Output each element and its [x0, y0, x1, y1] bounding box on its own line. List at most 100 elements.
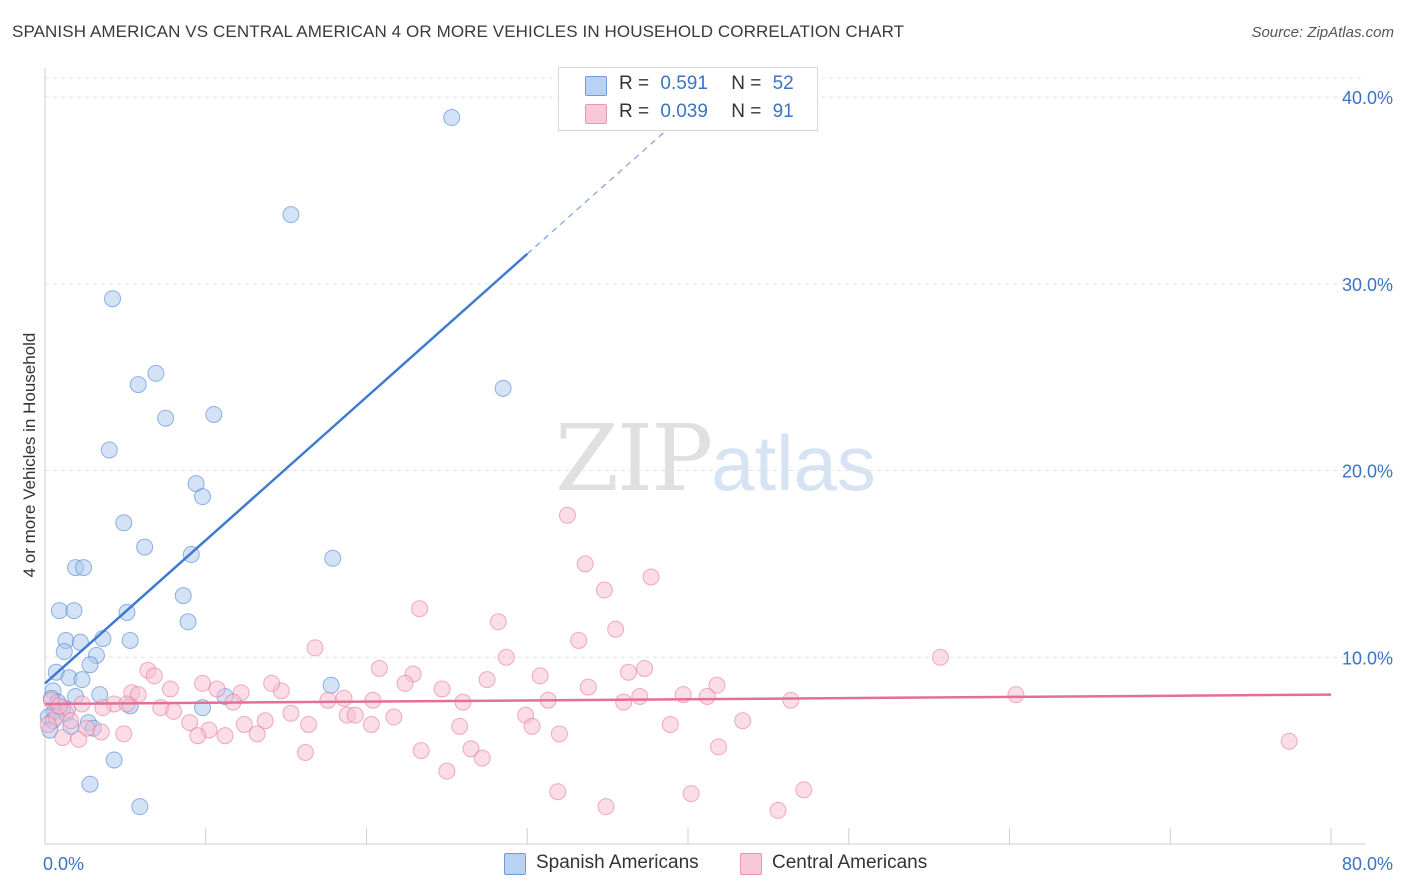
central-americans-point: [579, 678, 597, 696]
legend-swatch-blue: [585, 76, 607, 96]
spanish-americans-trend-extension: [526, 132, 665, 255]
central-americans-point: [208, 680, 226, 698]
central-americans-point: [216, 727, 234, 745]
spanish-americans-point: [129, 376, 147, 394]
central-americans-point: [165, 702, 183, 720]
central-americans-point: [54, 729, 72, 747]
watermark: ZIPatlas: [555, 405, 876, 512]
spanish-americans-trend-line: [44, 252, 529, 685]
watermark-zip: ZIP: [555, 405, 713, 512]
central-americans-point: [682, 785, 700, 803]
spanish-americans-point: [324, 549, 342, 567]
central-americans-point: [782, 691, 800, 709]
central-americans-point: [549, 783, 567, 801]
central-americans-point: [473, 749, 491, 767]
chart-title: SPANISH AMERICAN VS CENTRAL AMERICAN 4 O…: [12, 22, 905, 41]
central-americans-point: [194, 674, 212, 692]
central-americans-point: [385, 708, 403, 726]
central-americans-point: [631, 687, 649, 705]
central-americans-point: [550, 725, 568, 743]
central-americans-point: [282, 704, 300, 722]
legend-r-label: R =: [619, 73, 650, 94]
trend-lines: [44, 132, 1332, 706]
spanish-americans-point: [75, 559, 93, 577]
central-americans-point: [478, 671, 496, 689]
spanish-americans-point: [100, 441, 118, 459]
central-americans-point: [595, 581, 613, 599]
central-americans-point: [523, 717, 541, 735]
spanish-americans-point: [322, 676, 340, 694]
spanish-americans-point: [81, 656, 99, 674]
spanish-americans-point: [131, 798, 149, 816]
spanish-americans-point: [105, 751, 123, 769]
spanish-americans-point: [494, 379, 512, 397]
central-americans-point: [94, 699, 112, 717]
central-americans-point: [451, 717, 469, 735]
central-americans-point: [263, 674, 281, 692]
central-americans-point: [607, 620, 625, 638]
central-americans-point: [531, 667, 549, 685]
bottom-legend-label: Spanish Americans: [536, 852, 699, 873]
spanish-americans-point: [157, 409, 175, 427]
central-americans-point: [39, 715, 57, 733]
spanish-americans-point: [282, 206, 300, 224]
spanish-americans-point: [65, 602, 83, 620]
central-americans-point: [70, 730, 88, 748]
central-americans-point: [248, 725, 266, 743]
bottom-legend-swatch-pink: [740, 853, 762, 875]
central-americans-point: [115, 725, 133, 743]
central-americans-point: [161, 680, 179, 698]
central-americans-point: [92, 723, 110, 741]
central-americans-point: [335, 689, 353, 707]
y-tick-label: 40.0%: [1342, 88, 1393, 108]
spanish-americans-point: [443, 109, 461, 127]
y-tick-label: 10.0%: [1342, 648, 1393, 668]
central-americans-point: [661, 715, 679, 733]
bottom-legend-swatch-blue: [504, 853, 526, 875]
legend-stats-1: R = 0.591 N = 52: [619, 73, 794, 95]
spanish-americans-point: [194, 488, 212, 506]
y-tick-label: 30.0%: [1342, 275, 1393, 295]
central-americans-point: [795, 781, 813, 799]
legend-n-value: 52: [772, 73, 794, 94]
watermark-atlas: atlas: [711, 419, 876, 507]
legend-r-value: 0.591: [660, 73, 708, 94]
legend-n-label: N =: [731, 101, 762, 122]
central-americans-point: [1280, 732, 1298, 750]
central-americans-point: [189, 727, 207, 745]
central-americans-point: [306, 639, 324, 657]
central-americans-point: [489, 613, 507, 631]
central-americans-trend-line: [44, 693, 1332, 706]
central-americans-point: [576, 555, 594, 573]
spanish-americans-point: [121, 631, 139, 649]
legend-n-value: 91: [772, 101, 794, 122]
central-americans-point: [734, 712, 752, 730]
central-americans-point: [497, 648, 515, 666]
x-tick-label: 80.0%: [1342, 854, 1393, 874]
central-americans-point: [411, 600, 429, 618]
central-americans-point: [145, 667, 163, 685]
spanish-americans-point: [205, 405, 223, 423]
central-americans-point: [50, 697, 68, 715]
central-americans-point: [931, 648, 949, 666]
central-americans-point: [433, 680, 451, 698]
central-americans-point: [620, 663, 638, 681]
central-americans-point: [346, 706, 364, 724]
spanish-americans-point: [50, 602, 68, 620]
central-americans-point: [235, 715, 253, 733]
legend-swatch-pink: [585, 104, 607, 124]
spanish-americans-point: [179, 613, 197, 631]
central-americans-point: [181, 714, 199, 732]
spanish-americans-point: [136, 538, 154, 556]
spanish-americans-point: [73, 671, 91, 689]
x-tick-label: 0.0%: [43, 854, 84, 874]
bottom-legend-label: Central Americans: [772, 852, 928, 873]
central-americans-point: [412, 742, 430, 760]
central-americans-point: [1007, 686, 1025, 704]
spanish-americans-point: [104, 290, 122, 308]
spanish-americans-point: [147, 364, 165, 382]
central-americans-point: [62, 712, 80, 730]
central-americans-point: [296, 743, 314, 761]
grid-lines: [45, 77, 1366, 658]
central-americans-point: [256, 712, 274, 730]
